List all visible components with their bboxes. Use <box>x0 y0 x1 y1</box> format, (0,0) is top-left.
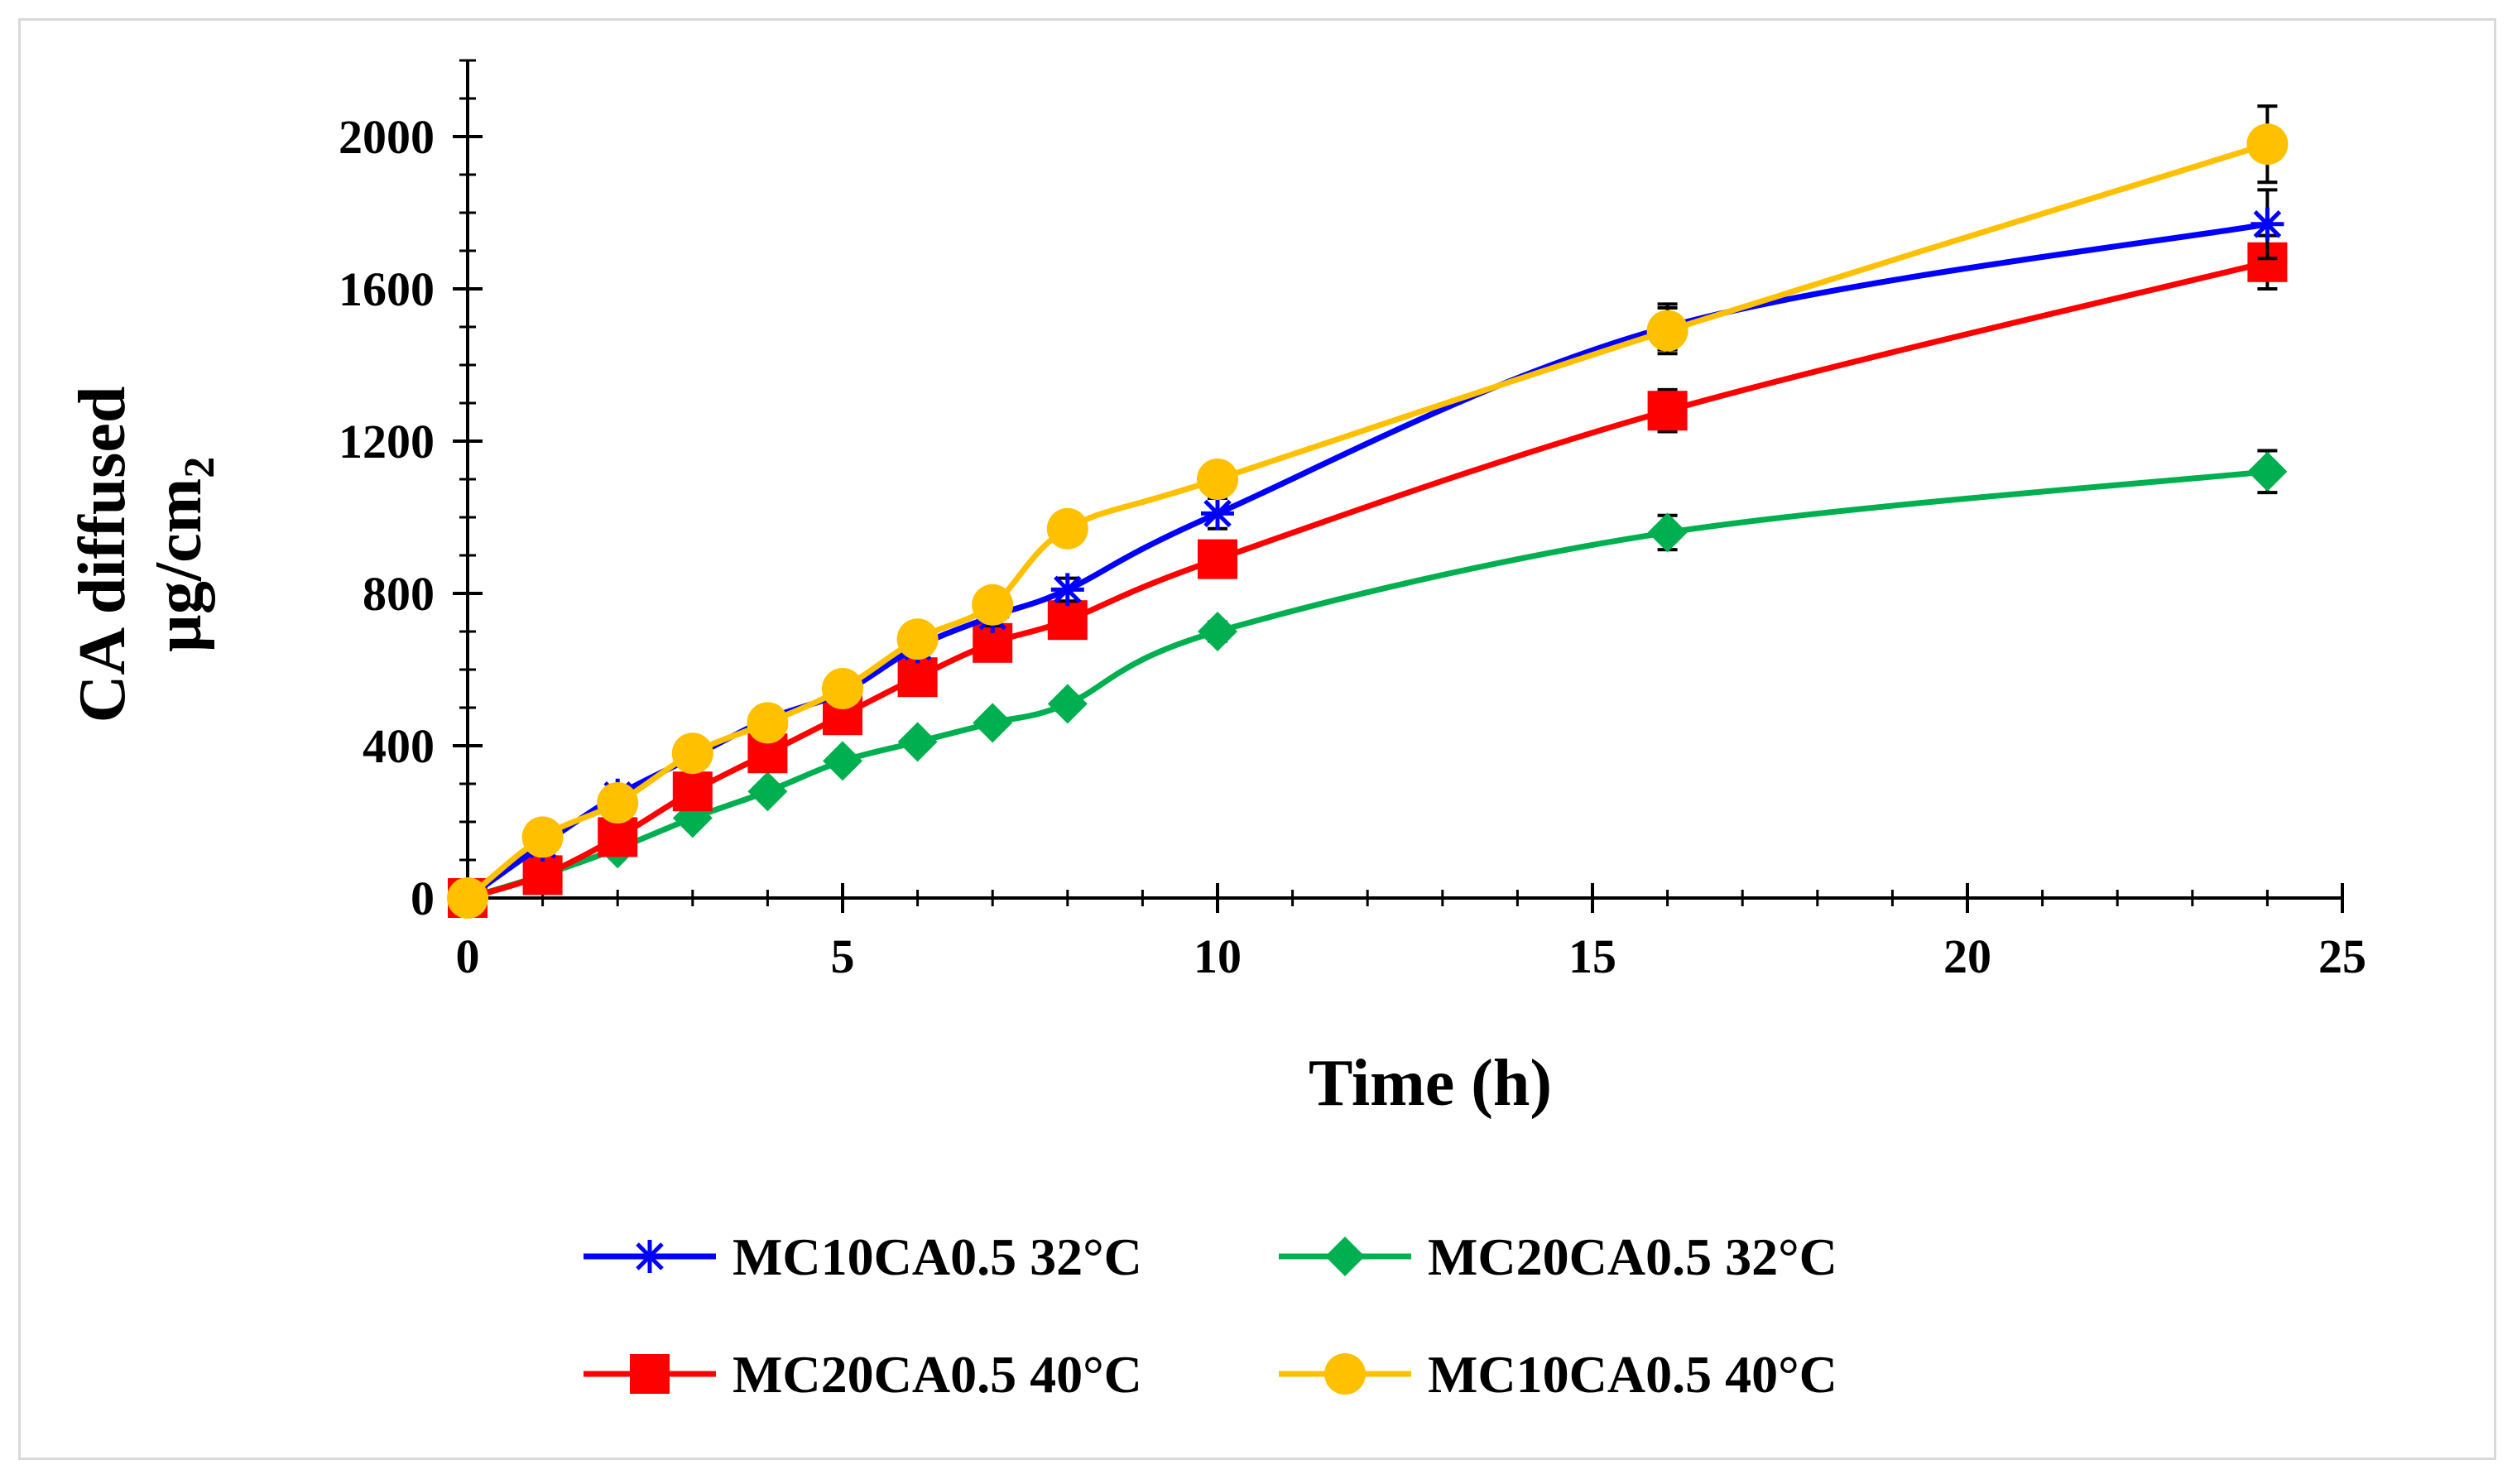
legend-marker <box>1325 1237 1365 1276</box>
chart-frame: 0 5 10 15 20 25 0 400 800 1200 1600 2000 Time (h) C… <box>18 18 2496 1460</box>
x-tick-label: 20 <box>1943 929 1991 983</box>
legend-label: MC10CA0.5 32°C <box>733 1227 1142 1286</box>
data-point <box>747 771 788 812</box>
legend-label: MC20CA0.5 40°C <box>733 1345 1142 1404</box>
legend-marker <box>630 1354 670 1394</box>
series-2 <box>448 233 2288 918</box>
series-line <box>465 141 2269 900</box>
series-3 <box>447 104 2289 919</box>
x-tick-label: 25 <box>2318 929 2366 983</box>
data-point <box>672 771 713 812</box>
series-layer <box>447 104 2289 919</box>
data-point <box>1201 497 1234 531</box>
legend: MC10CA0.5 32°C MC20CA0.5 32°C MC20CA0.5 40… <box>584 1227 1837 1404</box>
data-point <box>1647 512 1688 553</box>
data-point <box>522 855 563 896</box>
data-point <box>1198 539 1237 579</box>
y-axis-title-subscript: 2 <box>176 457 223 478</box>
x-axis-title: Time (h) <box>1309 1047 1552 1120</box>
line-chart: 0 5 10 15 20 25 0 400 800 1200 1600 2000 Time (h) C… <box>66 59 2366 1404</box>
x-tick-label: 5 <box>831 929 855 983</box>
axes: 0 5 10 15 20 25 0 400 800 1200 1600 2000 <box>339 59 2366 983</box>
data-point <box>1046 507 1088 550</box>
legend-item: MC20CA0.5 40°C <box>584 1345 1142 1404</box>
data-point <box>823 741 862 781</box>
legend-item: MC10CA0.5 40°C <box>1279 1345 1837 1404</box>
series-1 <box>448 449 2288 918</box>
legend-label: MC20CA0.5 32°C <box>1428 1227 1837 1286</box>
series-line <box>466 468 2268 901</box>
y-tick-label: 0 <box>411 872 435 925</box>
y-axis-title-line1: CA diffused <box>66 387 139 723</box>
data-point <box>1050 573 1084 607</box>
data-point <box>598 817 638 857</box>
legend-marker <box>1324 1353 1366 1395</box>
y-tick-label: 1200 <box>339 415 435 468</box>
data-point <box>671 732 713 775</box>
x-tick-label: 15 <box>1568 929 1616 983</box>
y-tick-label: 2000 <box>339 110 435 164</box>
data-point <box>1047 684 1088 724</box>
data-point <box>521 816 564 858</box>
legend-label: MC10CA0.5 40°C <box>1428 1345 1837 1404</box>
y-axis-title-line2: µg/cm2 <box>142 457 223 652</box>
data-point <box>447 877 488 919</box>
data-point <box>896 618 939 660</box>
y-axis-title-unit: µg/cm <box>142 478 215 652</box>
x-tick-label: 10 <box>1194 929 1242 983</box>
data-point <box>1197 459 1238 500</box>
y-tick-label: 400 <box>363 719 435 773</box>
data-point <box>597 782 639 824</box>
data-point <box>1646 310 1688 352</box>
data-point <box>972 584 1014 626</box>
y-tick-label: 800 <box>363 567 435 621</box>
legend-marker <box>633 1240 666 1273</box>
data-point <box>2247 451 2288 492</box>
data-point <box>897 657 938 698</box>
y-axis-title: CA diffused µg/cm2 <box>66 387 223 723</box>
data-point <box>747 702 789 744</box>
y-tick-label: 1600 <box>339 262 435 316</box>
data-point <box>897 722 938 762</box>
legend-item: MC20CA0.5 32°C <box>1279 1227 1837 1286</box>
x-tick-label: 0 <box>456 929 480 983</box>
data-point <box>2246 123 2289 166</box>
legend-item: MC10CA0.5 32°C <box>584 1227 1142 1286</box>
data-point <box>1047 600 1088 641</box>
data-point <box>1198 612 1237 651</box>
data-point <box>973 703 1013 743</box>
data-point <box>822 668 863 709</box>
data-point <box>2250 207 2284 241</box>
data-point <box>1647 391 1688 431</box>
